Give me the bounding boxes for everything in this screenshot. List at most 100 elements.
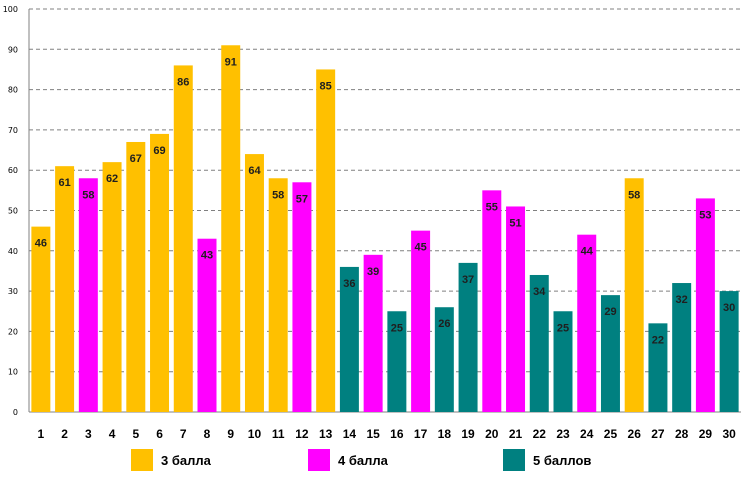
bar bbox=[221, 45, 241, 413]
data-label: 57 bbox=[296, 193, 308, 205]
x-tick-label: 14 bbox=[343, 427, 357, 441]
y-tick-label: 20 bbox=[8, 327, 18, 336]
legend-swatch-5-points bbox=[503, 449, 525, 471]
x-tick-label: 13 bbox=[319, 427, 333, 441]
x-tick-label: 8 bbox=[204, 427, 211, 441]
bar bbox=[458, 262, 478, 412]
bar bbox=[292, 182, 312, 412]
bar bbox=[268, 178, 288, 412]
data-label: 85 bbox=[320, 80, 332, 92]
y-tick-label: 60 bbox=[8, 166, 18, 175]
bar bbox=[529, 274, 549, 412]
x-tick-label: 28 bbox=[675, 427, 689, 441]
data-label: 25 bbox=[391, 322, 403, 334]
legend-label-4-points: 4 балла bbox=[338, 452, 388, 468]
bar bbox=[648, 323, 668, 412]
x-tick-label: 24 bbox=[580, 427, 594, 441]
bar bbox=[672, 283, 692, 412]
bar bbox=[244, 154, 264, 412]
bar bbox=[150, 133, 170, 412]
x-tick-label: 15 bbox=[366, 427, 380, 441]
data-label: 32 bbox=[676, 294, 688, 306]
legend-item-4-points: 4 балла bbox=[308, 448, 388, 472]
data-label: 26 bbox=[438, 318, 450, 330]
x-tick-label: 2 bbox=[61, 427, 68, 441]
data-label: 62 bbox=[106, 173, 118, 185]
x-tick-label: 3 bbox=[85, 427, 92, 441]
bar bbox=[695, 198, 715, 412]
data-label: 39 bbox=[367, 266, 379, 278]
data-label: 30 bbox=[723, 302, 735, 314]
data-label: 36 bbox=[343, 278, 355, 290]
data-label: 61 bbox=[58, 177, 70, 189]
y-tick-label: 40 bbox=[8, 247, 18, 256]
x-tick-label: 1 bbox=[38, 427, 45, 441]
y-tick-label: 80 bbox=[8, 86, 18, 95]
x-tick-label: 26 bbox=[628, 427, 642, 441]
y-tick-label: 30 bbox=[8, 287, 18, 296]
x-tick-label: 12 bbox=[295, 427, 309, 441]
x-tick-label: 19 bbox=[461, 427, 475, 441]
bar bbox=[506, 206, 526, 412]
x-tick-label: 5 bbox=[132, 427, 139, 441]
x-tick-label: 25 bbox=[604, 427, 618, 441]
data-label: 58 bbox=[628, 189, 640, 201]
data-label: 91 bbox=[225, 56, 237, 68]
data-label: 51 bbox=[509, 217, 521, 229]
bar bbox=[102, 162, 122, 412]
data-label: 64 bbox=[248, 165, 261, 177]
bar bbox=[197, 238, 217, 412]
data-label: 53 bbox=[699, 209, 711, 221]
bar bbox=[553, 311, 573, 412]
data-label: 29 bbox=[604, 306, 616, 318]
x-tick-label: 9 bbox=[227, 427, 234, 441]
bar bbox=[363, 254, 383, 412]
bar bbox=[55, 166, 75, 412]
y-tick-label: 50 bbox=[8, 207, 18, 216]
data-label: 45 bbox=[414, 242, 426, 254]
legend-swatch-4-points bbox=[308, 449, 330, 471]
data-label: 58 bbox=[272, 189, 284, 201]
bar bbox=[624, 178, 644, 412]
x-tick-label: 18 bbox=[438, 427, 452, 441]
data-label: 44 bbox=[581, 246, 594, 258]
data-label: 22 bbox=[652, 334, 664, 346]
bar bbox=[577, 234, 597, 412]
x-tick-label: 27 bbox=[651, 427, 665, 441]
data-label: 43 bbox=[201, 250, 213, 262]
x-tick-label: 11 bbox=[272, 427, 285, 441]
x-tick-label: 29 bbox=[699, 427, 713, 441]
legend-label-5-points: 5 баллов bbox=[533, 452, 592, 468]
y-tick-label: 100 bbox=[3, 5, 18, 14]
legend-item-3-points: 3 балла bbox=[131, 448, 211, 472]
legend-item-5-points: 5 баллов bbox=[503, 448, 591, 472]
x-tick-label: 10 bbox=[248, 427, 262, 441]
x-tick-label: 4 bbox=[109, 427, 116, 441]
bar bbox=[387, 311, 407, 412]
x-tick-label: 30 bbox=[722, 427, 736, 441]
bar bbox=[339, 266, 359, 412]
x-tick-label: 23 bbox=[556, 427, 570, 441]
bar bbox=[78, 178, 98, 412]
x-tick-label: 22 bbox=[533, 427, 547, 441]
bar bbox=[411, 230, 431, 412]
data-label: 69 bbox=[153, 145, 165, 157]
data-label: 67 bbox=[130, 153, 142, 165]
x-tick-label: 6 bbox=[156, 427, 163, 441]
bar bbox=[126, 141, 146, 413]
data-label: 37 bbox=[462, 274, 474, 286]
x-tick-label: 16 bbox=[390, 427, 404, 441]
data-label: 86 bbox=[177, 76, 189, 88]
bar bbox=[31, 226, 51, 412]
legend-label-3-points: 3 балла bbox=[161, 452, 211, 468]
bar bbox=[173, 65, 193, 413]
data-label: 25 bbox=[557, 322, 569, 334]
bar bbox=[434, 307, 454, 412]
data-label: 46 bbox=[35, 238, 47, 250]
bar bbox=[719, 291, 739, 412]
y-tick-label: 10 bbox=[8, 368, 18, 377]
bar bbox=[482, 190, 502, 412]
data-label: 34 bbox=[533, 286, 546, 298]
x-tick-label: 20 bbox=[485, 427, 499, 441]
data-label: 58 bbox=[82, 189, 94, 201]
